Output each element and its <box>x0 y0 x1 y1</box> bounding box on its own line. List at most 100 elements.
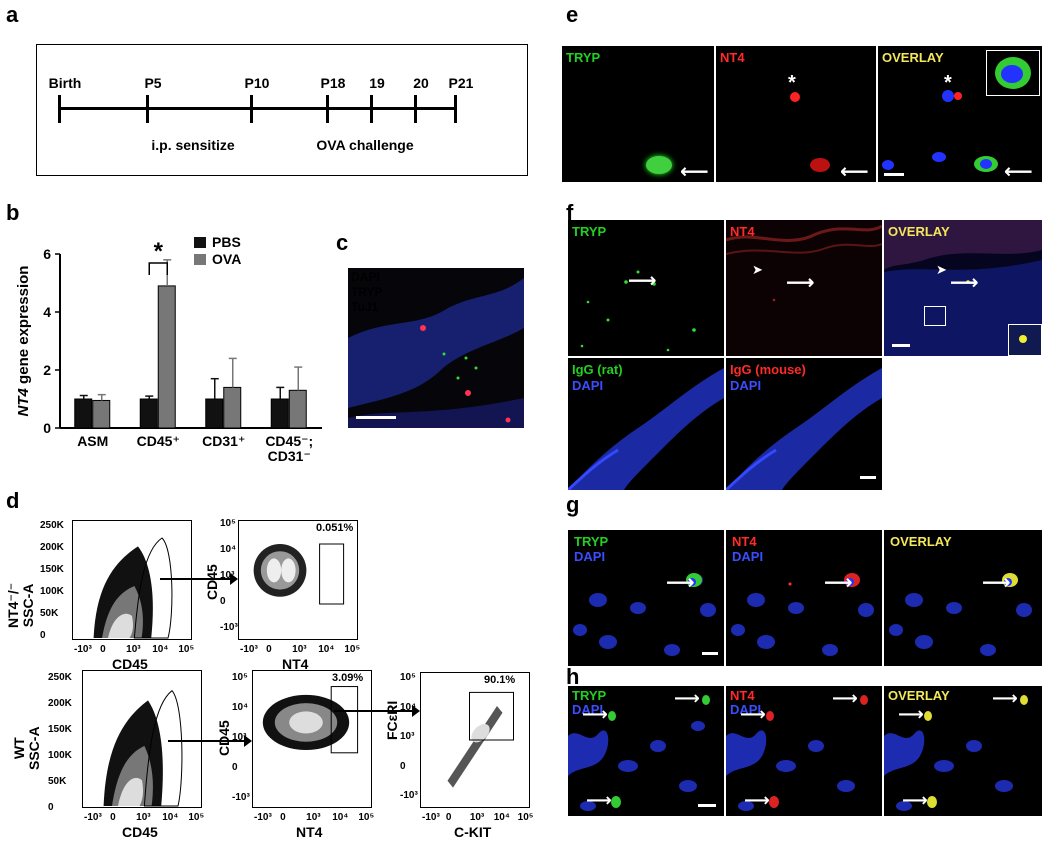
y-axis-label-fceri: FCεRI <box>384 700 400 740</box>
ssc-tick-label: 100K <box>40 586 64 597</box>
x-tick-label: 0 <box>110 812 116 823</box>
category-label: CD31⁺ <box>202 433 245 449</box>
challenge-label: OVA challenge <box>316 137 414 153</box>
arrowhead-icon <box>412 705 420 717</box>
blue-nucleus <box>882 160 894 170</box>
category-label: CD45⁺ <box>137 433 180 449</box>
y-tick-label: -10³ <box>232 792 250 803</box>
arrowhead-icon <box>244 735 252 747</box>
x-tick-label: 10⁵ <box>178 644 195 655</box>
panel-f-overlay-label: OVERLAY <box>888 224 950 239</box>
panel-f-dapi-label-1: DAPI <box>572 378 604 393</box>
x-tick-label: 10³ <box>306 812 321 823</box>
panel-h-overlay-label: OVERLAY <box>888 688 950 703</box>
gate-arrow <box>334 710 418 712</box>
panel-label-g: g <box>566 492 580 517</box>
arrow-right-icon: ⟶ <box>898 704 924 724</box>
x-tick-label: 10⁵ <box>358 812 375 823</box>
ssc-tick-label: 50K <box>48 776 67 787</box>
panel-g-tryp-label: TRYP <box>574 534 609 549</box>
mast-cell-red <box>810 158 830 172</box>
x-axis-label-ckit: C-KIT <box>454 824 492 840</box>
nt4-ko-nt4-plot <box>238 520 358 640</box>
arrow-right-icon: ⟶ <box>992 688 1018 708</box>
tuj1-label: TuJ1 <box>351 300 379 314</box>
panel-label-c: c <box>336 230 349 255</box>
panel-h-overlay-image: OVERLAY ⟶ ⟶ ⟶ <box>884 686 1042 816</box>
dapi-label: DAPI <box>351 270 380 284</box>
bar <box>270 398 289 429</box>
gate-arrow <box>160 578 236 580</box>
scale-bar <box>884 173 904 176</box>
ssc-tick-label: 200K <box>48 698 72 709</box>
gate-percentage: 90.1% <box>484 674 516 686</box>
panel-label-h: h <box>566 664 580 689</box>
gate-arrow <box>168 740 250 742</box>
arrow-right-icon: ⟶ <box>950 272 979 294</box>
timeline-panel: Birth P5 P10 P18 19 20 P21 i.p. sensitize OVA … <box>36 44 528 176</box>
nt4-expression-bar-chart: 0 2 4 6 NT4 gene expression ASM CD45⁺ CD31⁺ CD45… <box>15 234 322 464</box>
y-tick-label: 10⁴ <box>232 702 249 713</box>
y-axis-label-cd45: CD45 <box>216 720 232 756</box>
bar <box>288 389 307 429</box>
panel-label-d: d <box>6 488 20 513</box>
wt-nt4-plot <box>252 670 372 808</box>
x-tick-label: 10³ <box>469 812 485 823</box>
arrow-left-icon: ⟵ <box>680 161 709 182</box>
arrow-right-icon: ⟶ <box>824 572 853 594</box>
x-tick-label: 10³ <box>292 644 307 655</box>
timeline-tick <box>370 95 373 123</box>
panel-g-overlay-image: OVERLAY ⟶ <box>884 530 1042 666</box>
bar <box>92 399 111 429</box>
panel-h-dapi-label: DAPI <box>572 702 604 717</box>
scale-bar <box>702 652 718 655</box>
y-tick-label: 10⁴ <box>220 544 237 556</box>
row-label-wt: WT SSC-A <box>11 726 42 770</box>
y-tick-label: 0 <box>43 420 51 436</box>
panel-f-nt4-label: NT4 <box>730 224 755 239</box>
category-label: CD31⁻ <box>268 448 311 464</box>
x-tick-label: 10³ <box>136 812 151 823</box>
x-tick-label: -10³ <box>422 812 440 823</box>
blue-nucleus <box>942 90 954 102</box>
arrow-right-icon: ⟶ <box>982 572 1011 594</box>
ssc-tick-label: 250K <box>48 672 72 683</box>
bar <box>223 386 242 429</box>
wt-ckit-plot <box>420 672 530 808</box>
arrow-right-icon: ⟶ <box>674 688 700 708</box>
y-tick-label: 10³ <box>232 732 247 743</box>
arrowhead-icon: ➤ <box>752 262 763 277</box>
timeline-tick <box>454 95 457 123</box>
panel-e-tryp-label: TRYP <box>566 50 601 65</box>
bar <box>157 285 176 429</box>
panel-e-overlay-label: OVERLAY <box>882 50 944 65</box>
y-tick-label: 10⁵ <box>232 672 248 683</box>
x-tick-label: 10⁴ <box>152 644 169 655</box>
gate-percentage: 0.051% <box>316 522 354 534</box>
y-tick-label: -10³ <box>220 622 238 634</box>
timeline-tick <box>58 95 61 123</box>
significance-bracket <box>148 262 168 275</box>
arrow-right-icon: ⟶ <box>586 790 612 810</box>
y-tick-label: 0 <box>232 762 238 773</box>
panel-f-igg-rat-image: IgG (rat) DAPI <box>568 358 724 490</box>
inset-box <box>1008 324 1042 356</box>
panel-g-dapi-label-2: DAPI <box>732 549 764 564</box>
arrow-right-icon: ⟶ <box>832 688 858 708</box>
scale-bar <box>698 804 716 807</box>
panel-g-dapi-label: DAPI <box>574 549 606 564</box>
panel-h-dapi-label-2: DAPI <box>730 702 762 717</box>
mast-cell-nucleus <box>980 159 992 169</box>
significance-marker: * <box>154 238 164 265</box>
legend-swatch <box>194 254 206 265</box>
arrowhead-icon: ➤ <box>936 262 947 277</box>
ssc-tick-label: 150K <box>48 724 72 735</box>
x-tick-label: 10⁵ <box>188 812 205 823</box>
tryp-label: TRYP <box>351 285 383 299</box>
tissue-image <box>348 278 524 428</box>
panel-label-b: b <box>6 200 20 225</box>
x-tick-label: 10⁴ <box>162 812 179 823</box>
panel-g-overlay-label: OVERLAY <box>890 534 952 549</box>
legend-label: OVA <box>212 251 241 267</box>
x-tick-label: 10⁴ <box>318 644 335 655</box>
